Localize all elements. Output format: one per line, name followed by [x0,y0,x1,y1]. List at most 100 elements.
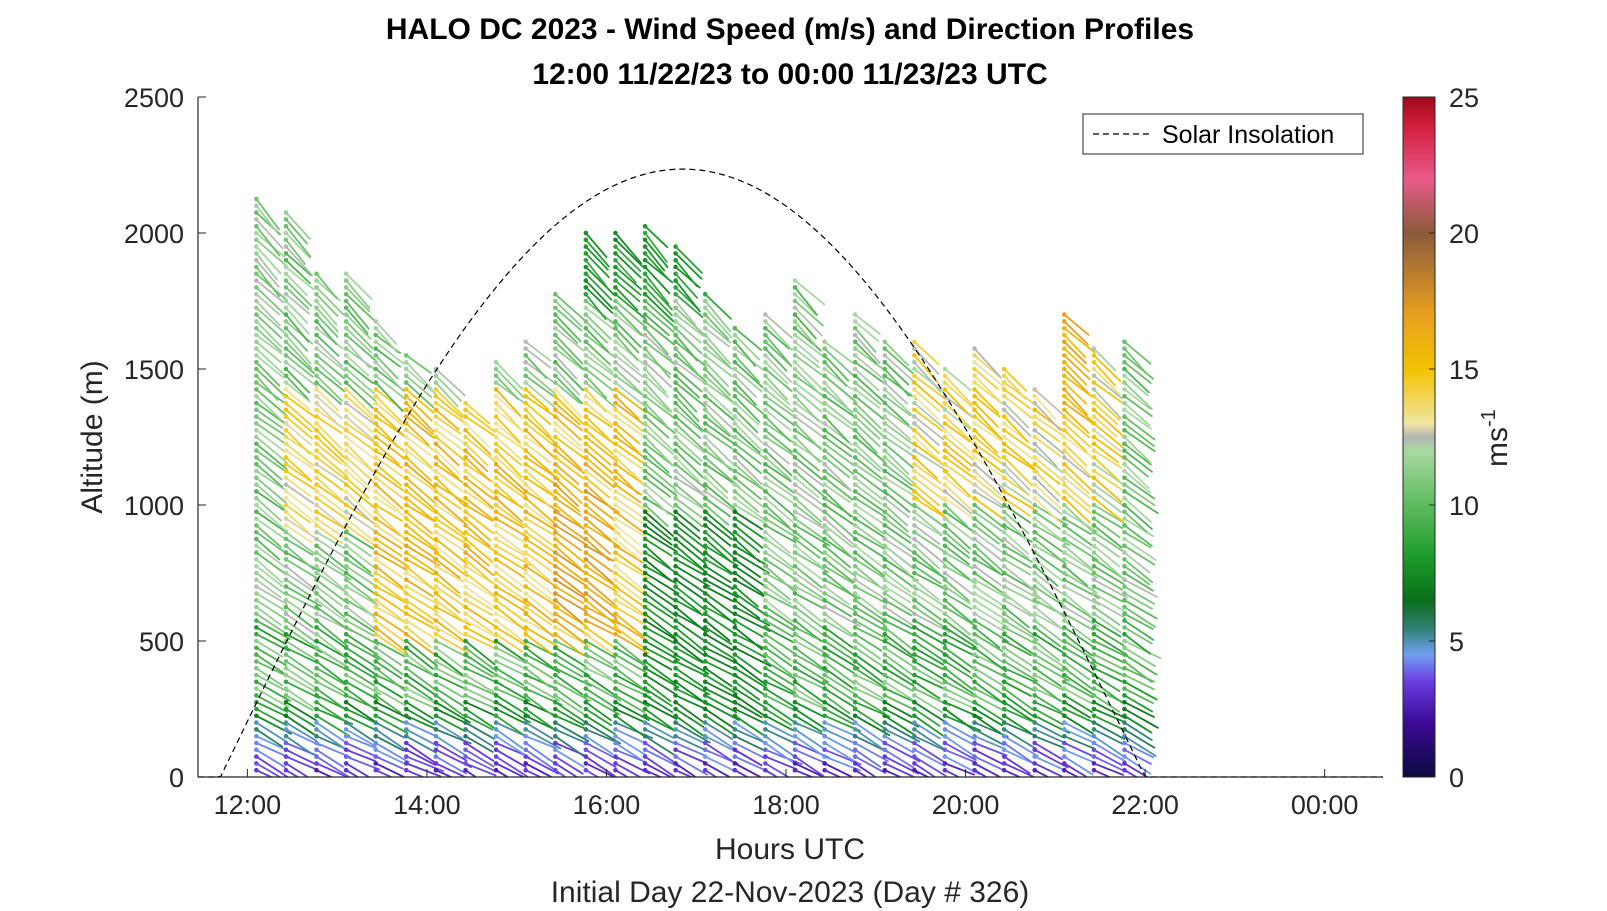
wind-barb-dot [613,767,618,773]
wind-barb-dot [254,563,259,569]
wind-barb-dot [613,468,618,474]
wind-barb [614,585,645,608]
wind-barb-dot [822,557,827,562]
wind-barb-dot [583,645,589,651]
wind-barb-dot [972,584,977,589]
wind-barb [255,599,287,621]
wind-barb-dot [283,407,289,413]
wind-barb-dot [373,359,379,365]
wind-barb [255,551,287,576]
wind-barb-dot [283,516,289,521]
wind-barb-dot [493,400,499,406]
wind-barb [704,735,739,754]
wind-barb [584,232,608,259]
wind-barb-dot [642,591,648,596]
wind-barb-dot [732,475,738,481]
wind-barb-dot [702,727,708,732]
wind-barb-dot [583,278,589,283]
wind-barb-dot [702,516,708,521]
wind-barb [764,612,796,632]
wind-barb [434,402,469,426]
wind-barb-dot [583,373,589,379]
wind-barb [255,402,289,426]
wind-barb-dot [254,577,259,583]
wind-barb [374,735,405,752]
wind-barb-dot [254,339,259,345]
wind-barb [944,538,970,559]
wind-barb-dot [613,434,618,440]
wind-barb [913,504,948,530]
wind-barb [764,728,796,744]
wind-barb-dot [673,699,678,705]
wind-barb-dot [583,366,589,372]
wind-barb [614,483,642,504]
wind-barb [285,313,310,343]
wind-barb-dot [642,393,648,399]
wind-barb-dot [732,754,738,759]
wind-barb-dot [852,509,858,515]
wind-barb-dot [463,686,468,691]
wind-barb-dot [732,713,738,719]
wind-barb [405,395,433,422]
wind-barb-dot [673,761,678,766]
wind-barb [973,429,999,454]
wind-barb [644,660,677,685]
wind-barb-dot [613,387,618,392]
wind-barb-dot [1122,638,1127,644]
wind-barb [285,680,320,699]
wind-barb [913,531,944,552]
wind-barb [315,748,344,768]
wind-barb [913,558,947,580]
wind-barb [913,544,940,570]
wind-barb-dot [583,468,589,474]
wind-barb [524,422,558,449]
wind-barb [1123,463,1150,490]
wind-barb-dot [673,244,678,249]
wind-barb-dot [254,441,259,447]
wind-barb [464,402,490,425]
wind-barb-dot [1032,448,1037,453]
wind-barb [794,721,825,736]
wind-barb-dot [1001,414,1007,419]
wind-barb-dot [523,475,528,481]
wind-barb-dot [1032,679,1037,685]
wind-barb [524,633,552,654]
wind-barb-dot [912,387,917,392]
wind-barb-dot [1001,550,1007,555]
wind-barb-dot [942,482,948,487]
wind-barb-dot [1122,441,1127,447]
wind-barb-dot [613,482,618,487]
wind-barb [823,680,855,702]
wind-barb [944,599,973,624]
wind-barb [674,504,704,528]
wind-barb [1003,408,1032,437]
wind-barb-dot [433,366,439,372]
wind-barb-dot [852,591,858,596]
wind-barb [704,755,734,771]
wind-barb [285,619,318,644]
wind-barb-dot [613,237,618,243]
wind-barb [405,524,438,551]
wind-barb-dot [912,713,917,719]
wind-barb-dot [463,713,468,719]
wind-barb-dot [433,591,439,596]
wind-barb [1003,748,1034,764]
wind-barb [883,674,914,692]
wind-barb [823,674,858,697]
wind-barb-dot [493,359,499,365]
wind-barb [255,592,288,613]
wind-barb [1093,463,1127,488]
wind-barb-dot [912,550,917,555]
wind-barb-dot [732,393,738,399]
wind-barb-dot [763,638,768,644]
wind-barb [1033,470,1061,497]
wind-barb-dot [552,720,558,725]
wind-barb [1123,442,1152,466]
wind-barb [1123,728,1156,749]
wind-barb [644,313,670,337]
wind-barb-dot [314,509,319,515]
wind-barb-dot [552,611,558,617]
wind-barb-dot [373,550,379,555]
wind-barb [584,442,612,466]
wind-barb-dot [403,577,409,583]
